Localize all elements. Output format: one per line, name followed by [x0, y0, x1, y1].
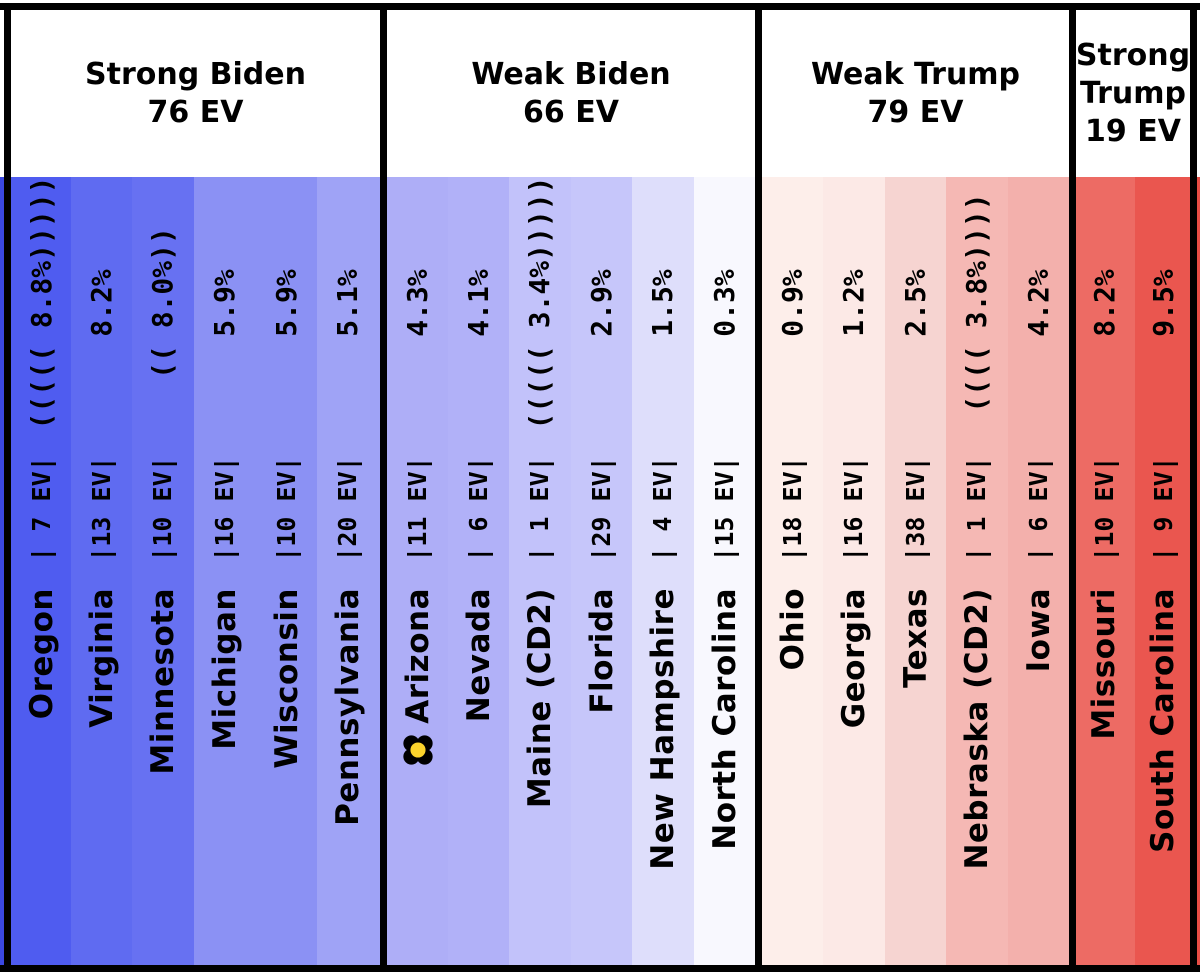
- state-margin: 8.2%: [1088, 269, 1121, 337]
- state-margin: 5.9%: [208, 269, 241, 337]
- state-name: Florida: [584, 588, 620, 714]
- state-name: Pennsylvania: [330, 588, 366, 826]
- state-column-missouri: Missouri |10 EV| 8.2%: [1076, 177, 1135, 965]
- group-header-strong-biden: Strong Biden 76 EV: [11, 10, 380, 177]
- state-ev: |16 EV|: [210, 456, 239, 562]
- state-ev: | 6 EV|: [464, 456, 493, 562]
- state-margin: 0.3%: [708, 269, 741, 337]
- state-name: Iowa: [1021, 588, 1057, 673]
- state-column-new-hampshire: New Hampshire | 4 EV| 1.5%: [632, 177, 694, 965]
- state-column-minnesota: Minnesota |10 EV| (( 8.0%)): [132, 177, 194, 965]
- state-ev: | 9 EV|: [1149, 456, 1178, 562]
- state-ev: |10 EV|: [272, 456, 301, 562]
- state-column-arizona: Arizona |11 EV| 4.3%: [387, 177, 448, 965]
- state-ev: |15 EV|: [710, 456, 739, 562]
- state-name: North Carolina: [707, 588, 743, 850]
- state-margin: 4.1%: [462, 269, 495, 337]
- frame-border-bottom: [0, 965, 1200, 972]
- state-ev: |38 EV|: [901, 456, 930, 562]
- group-ev-total: 76 EV: [147, 94, 244, 130]
- group-header-strong-trump: Strong Trump 19 EV: [1076, 10, 1190, 177]
- state-name: Arizona: [387, 588, 449, 965]
- state-name: Georgia: [836, 588, 872, 729]
- state-margin: 2.5%: [899, 269, 932, 337]
- separator-strong-biden-weak-biden: [380, 3, 387, 972]
- frame-border-top: [0, 3, 1200, 10]
- state-name-text: Arizona: [400, 588, 436, 724]
- group-ev-total: 66 EV: [523, 94, 619, 130]
- frame-border-right: [1190, 3, 1197, 972]
- state-column-wisconsin: Wisconsin |10 EV| 5.9%: [256, 177, 317, 965]
- state-ev: |10 EV|: [148, 456, 177, 562]
- state-margin: (((( 3.8%)))): [960, 193, 993, 413]
- separator-weak-biden-weak-trump: [755, 3, 762, 972]
- state-name: New Hampshire: [645, 588, 681, 870]
- state-name: Nebraska (CD2): [959, 588, 995, 870]
- state-name: Nevada: [461, 588, 497, 723]
- state-margin: 8.2%: [85, 269, 118, 337]
- state-ev: | 1 EV|: [525, 456, 554, 562]
- state-name: South Carolina: [1145, 588, 1181, 853]
- group-title: Strong Biden: [85, 56, 306, 92]
- state-column-georgia: Georgia |16 EV| 1.2%: [823, 177, 885, 965]
- state-column-texas: Texas |38 EV| 2.5%: [885, 177, 946, 965]
- state-column-maine-cd2: Maine (CD2) | 1 EV| ((((( 3.4%))))): [509, 177, 571, 965]
- group-header-weak-trump: Weak Trump 79 EV: [762, 10, 1069, 177]
- state-name: Minnesota: [145, 588, 181, 775]
- state-name: Ohio: [775, 588, 811, 671]
- state-margin: ((((( 3.4%))))): [523, 176, 556, 430]
- state-ev: |10 EV|: [1090, 456, 1119, 562]
- group-title: Strong Trump: [1075, 37, 1191, 111]
- state-margin: 0.9%: [776, 269, 809, 337]
- left-edge-partial-column: [0, 177, 4, 965]
- state-ev: | 6 EV|: [1024, 456, 1053, 562]
- state-margin: 4.2%: [1022, 269, 1055, 337]
- separator-weak-trump-strong-trump: [1069, 3, 1076, 972]
- state-name: Missouri: [1086, 588, 1122, 740]
- state-column-pennsylvania: Pennsylvania |20 EV| 5.1%: [317, 177, 380, 965]
- group-title: Weak Biden: [471, 56, 671, 92]
- state-margin: 4.3%: [401, 269, 434, 337]
- state-column-florida: Florida |29 EV| 2.9%: [571, 177, 632, 965]
- state-margin: 9.5%: [1147, 269, 1180, 337]
- state-ev: |29 EV|: [587, 456, 616, 562]
- state-column-virginia: Virginia |13 EV| 8.2%: [71, 177, 132, 965]
- state-margin: 1.5%: [646, 269, 679, 337]
- state-ev: |11 EV|: [403, 456, 432, 562]
- state-ev: |18 EV|: [778, 456, 807, 562]
- state-ev: | 7 EV|: [27, 456, 56, 562]
- state-ev: | 4 EV|: [648, 456, 677, 562]
- state-column-ohio: Ohio |18 EV| 0.9%: [762, 177, 823, 965]
- group-title: Weak Trump: [810, 56, 1021, 92]
- state-column-north-carolina: North Carolina |15 EV| 0.3%: [694, 177, 755, 965]
- state-column-iowa: Iowa | 6 EV| 4.2%: [1008, 177, 1069, 965]
- state-margin: ((((( 8.8%))))): [25, 176, 58, 430]
- state-column-michigan: Michigan |16 EV| 5.9%: [194, 177, 256, 965]
- flower-marker-icon: [403, 735, 433, 765]
- state-name: Virginia: [84, 588, 120, 728]
- state-ev: |13 EV|: [87, 456, 116, 562]
- state-column-oregon: Oregon | 7 EV| ((((( 8.8%))))): [11, 177, 71, 965]
- state-margin: (( 8.0%)): [146, 227, 179, 379]
- state-name: Maine (CD2): [522, 588, 558, 809]
- frame-border-left: [4, 3, 11, 972]
- state-ev: |16 EV|: [839, 456, 868, 562]
- state-name: Michigan: [207, 588, 243, 750]
- state-margin: 1.2%: [837, 269, 870, 337]
- state-name: Texas: [898, 588, 934, 688]
- state-margin: 5.9%: [270, 269, 303, 337]
- state-name: Oregon: [24, 588, 60, 720]
- state-name: Wisconsin: [269, 588, 305, 769]
- state-ev: |20 EV|: [333, 456, 362, 562]
- state-ev: | 1 EV|: [962, 456, 991, 562]
- group-ev-total: 19 EV: [1085, 113, 1181, 149]
- state-margin: 5.1%: [331, 269, 364, 337]
- state-column-nevada: Nevada | 6 EV| 4.1%: [448, 177, 509, 965]
- group-header-weak-biden: Weak Biden 66 EV: [387, 10, 755, 177]
- state-column-south-carolina: South Carolina | 9 EV| 9.5%: [1135, 177, 1190, 965]
- group-ev-total: 79 EV: [867, 94, 964, 130]
- state-column-nebraska-cd2: Nebraska (CD2) | 1 EV| (((( 3.8%)))): [946, 177, 1008, 965]
- state-margin: 2.9%: [585, 269, 618, 337]
